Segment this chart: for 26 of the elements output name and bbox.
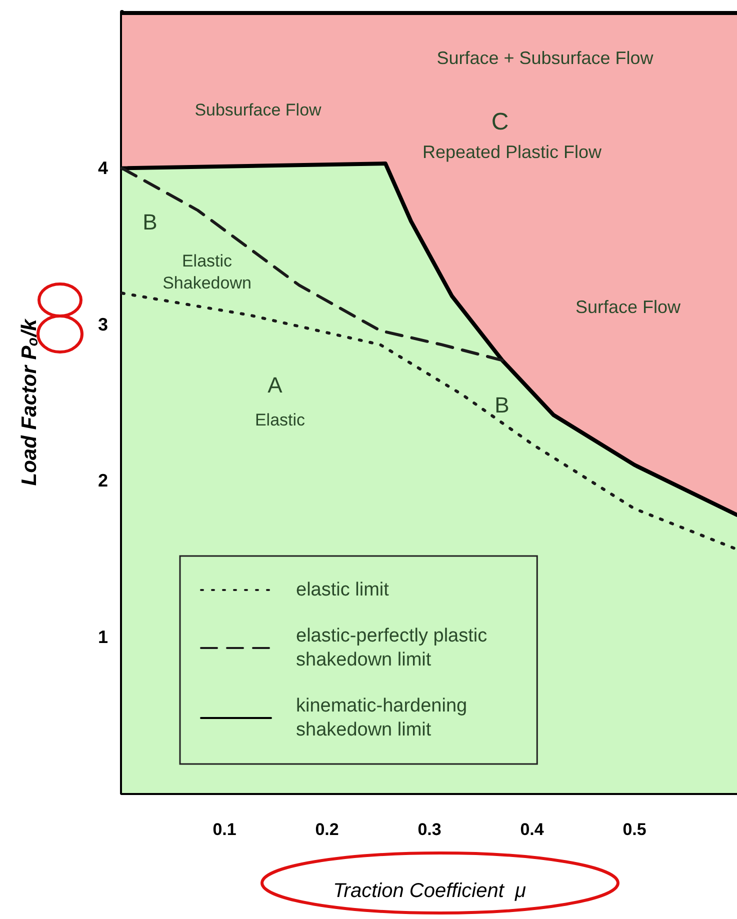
annotation: A: [268, 372, 283, 398]
annotation: B: [494, 392, 510, 418]
annotation: B: [142, 210, 158, 234]
x-tick-label: 0.3: [418, 820, 442, 839]
legend-label: elastic-perfectly plastic shakedown limit: [296, 626, 488, 670]
y-axis-title: Load Factor Pₒ/k: [18, 318, 41, 486]
legend-label: elastic limit: [296, 580, 390, 600]
annotation: Repeated Plastic Flow: [422, 142, 603, 162]
annotation: C: [491, 108, 509, 136]
annotation: Elastic Shakedown: [162, 252, 252, 292]
y-tick-label: 4: [98, 158, 108, 178]
y-tick-label: 2: [98, 470, 108, 491]
line-series: [120, 166, 504, 362]
x-tick-label: 0.4: [520, 820, 544, 839]
x-tick-label: 0.5: [622, 820, 646, 839]
x-tick-label: 0.1: [212, 820, 236, 839]
annotation: Surface + Subsurface Flow: [436, 48, 654, 68]
annotation: Elastic: [254, 410, 306, 430]
line-series: [120, 292, 737, 551]
legend-label: kinematic-hardening shakedown limit: [296, 696, 468, 740]
y-tick-label: 3: [98, 314, 108, 334]
annotation: Subsurface Flow: [194, 100, 322, 120]
y-tick-label: 1: [98, 626, 108, 647]
x-axis-title: Traction Coefficient μ: [333, 880, 526, 902]
x-tick-label: 0.2: [315, 820, 339, 839]
annotation: Surface Flow: [575, 297, 682, 317]
